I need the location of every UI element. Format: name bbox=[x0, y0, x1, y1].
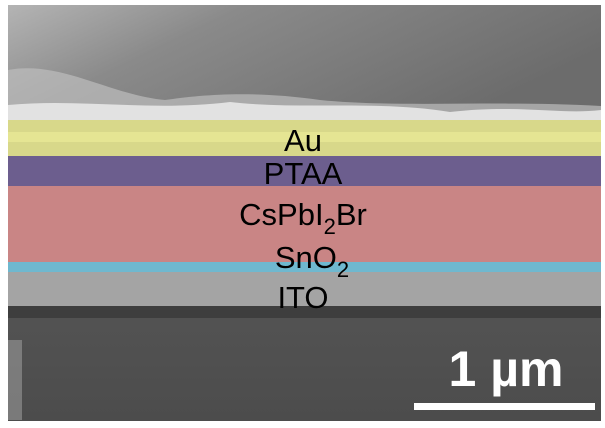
label-part: 2 bbox=[324, 214, 336, 239]
scale-bar bbox=[414, 403, 595, 410]
label-part: CsPbI bbox=[239, 197, 323, 232]
label-part: PTAA bbox=[264, 156, 343, 191]
label-part: SnO bbox=[275, 240, 337, 275]
label-part: Br bbox=[336, 197, 367, 232]
layer-label: Au bbox=[284, 123, 322, 158]
label-part: ITO bbox=[277, 280, 328, 315]
scale-bar-label: 1 µm bbox=[449, 341, 564, 397]
sem-image: Au PTAA CsPbI2Br SnO2 ITO 1 µm bbox=[0, 0, 605, 428]
page: {"layers": [ {"parts": [{"text": "Au"}]}… bbox=[0, 0, 605, 428]
layer-label: PTAA bbox=[264, 156, 343, 191]
label-part: Au bbox=[284, 123, 322, 158]
layer-label: ITO bbox=[277, 280, 328, 315]
label-part: 2 bbox=[337, 257, 349, 282]
edge-artifact bbox=[8, 340, 22, 420]
